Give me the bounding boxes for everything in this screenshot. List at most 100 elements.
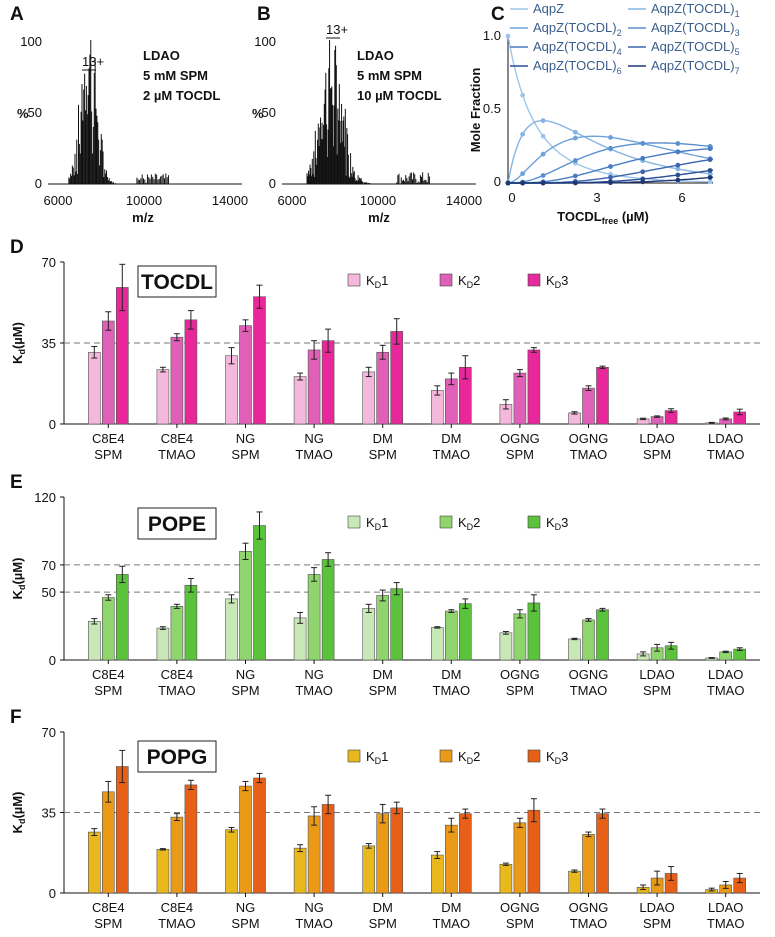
bar — [253, 777, 266, 894]
bar — [184, 319, 198, 425]
bar — [513, 822, 527, 894]
panel-b-xtick-6000: 6000 — [278, 193, 307, 208]
bar — [499, 863, 513, 894]
y-tick-label: 0 — [49, 886, 56, 901]
binding-point — [520, 180, 526, 186]
bar — [596, 366, 609, 425]
lipid-label: TOCDL — [141, 271, 213, 294]
bar — [88, 831, 101, 894]
y-tick-label: 0 — [49, 417, 56, 432]
bar — [596, 609, 609, 661]
category-label: OGNG — [500, 431, 540, 446]
y-tick-label: 70 — [42, 255, 56, 270]
category-sublabel: SPM — [94, 916, 122, 931]
binding-point — [707, 179, 713, 185]
bar — [225, 355, 238, 425]
bar — [307, 574, 321, 661]
panel-c-xtick-6: 6 — [678, 190, 685, 205]
binding-point — [640, 155, 646, 161]
binding-point — [572, 129, 578, 135]
binding-point — [608, 164, 613, 169]
binding-point — [675, 149, 681, 155]
category-sublabel: SPM — [231, 683, 259, 698]
panel-b-ytick-100: 100 — [254, 34, 276, 49]
binding-point — [520, 92, 526, 98]
bar — [293, 376, 307, 425]
category-label: DM — [373, 667, 393, 682]
panel-a-ytick-50: 50 — [28, 105, 42, 120]
legend-entry: KD1 — [366, 749, 388, 766]
bar — [499, 632, 513, 661]
bar — [225, 829, 238, 894]
bar — [444, 610, 458, 661]
bar — [430, 627, 444, 661]
bar — [116, 574, 129, 661]
bar — [582, 619, 595, 661]
category-sublabel: TMAO — [158, 916, 196, 931]
y-axis-label: Kd(µM) — [10, 558, 27, 600]
bar — [170, 336, 184, 425]
category-sublabel: SPM — [643, 447, 671, 462]
panel-c-xlabel: TOCDLfree (µM) — [557, 209, 649, 226]
bar — [568, 412, 581, 425]
binding-point — [608, 180, 613, 186]
category-label: C8E4 — [92, 431, 125, 446]
lipid-label: POPE — [148, 513, 206, 536]
panel-c-label: C — [491, 4, 505, 25]
panel-a-detergent: LDAO — [143, 48, 180, 63]
bar — [321, 804, 335, 894]
bar — [444, 824, 458, 894]
bar — [184, 584, 198, 661]
legend-swatch — [347, 749, 361, 763]
bar — [513, 613, 527, 661]
category-sublabel: SPM — [506, 916, 534, 931]
panel-a-xlabel: m/z — [132, 210, 154, 225]
legend-entry: AqpZ(TOCDL)5 — [651, 39, 740, 57]
bar — [582, 387, 595, 425]
category-label: LDAO — [708, 431, 743, 446]
panel-b-detergent: LDAO — [357, 48, 394, 63]
y-tick-label: 70 — [42, 558, 56, 573]
category-sublabel: TMAO — [570, 683, 608, 698]
lipid-box — [137, 507, 217, 540]
legend-swatch — [347, 515, 361, 529]
bar — [430, 854, 444, 894]
category-label: OGNG — [569, 667, 609, 682]
bar — [376, 351, 390, 425]
category-label: DM — [373, 431, 393, 446]
category-label: NG — [304, 900, 324, 915]
category-sublabel: TMAO — [295, 447, 333, 462]
bar — [156, 369, 170, 425]
legend-entry: AqpZ(TOCDL)1 — [651, 1, 740, 19]
category-label: OGNG — [500, 667, 540, 682]
bar — [102, 597, 115, 661]
binding-point — [520, 171, 526, 177]
bar — [253, 296, 266, 425]
y-tick-label: 70 — [42, 725, 56, 740]
panel-a-xtick-14000: 14000 — [212, 193, 248, 208]
panel-b-ytick-50: 50 — [262, 105, 276, 120]
binding-point — [707, 175, 713, 180]
legend-entry: AqpZ(TOCDL)7 — [651, 58, 740, 76]
category-sublabel: TMAO — [158, 447, 196, 462]
bar — [170, 606, 184, 661]
legend-entry: AqpZ(TOCDL)4 — [533, 39, 622, 57]
category-sublabel: TMAO — [707, 916, 745, 931]
panel-c-ytick-0: 0 — [494, 174, 501, 189]
panel-b-xlabel: m/z — [368, 210, 390, 225]
category-label: LDAO — [708, 900, 743, 915]
category-label: NG — [236, 667, 256, 682]
binding-point — [608, 174, 613, 180]
binding-point — [707, 157, 713, 163]
panel-b-spectrum — [306, 37, 430, 184]
panel-a-ytick-100: 100 — [20, 34, 42, 49]
legend-entry: KD3 — [546, 749, 568, 766]
category-label: NG — [304, 431, 324, 446]
legend-entry: KD3 — [546, 515, 568, 532]
panel-a-lipid: 2 µM TOCDL — [143, 88, 220, 103]
bar — [719, 651, 733, 661]
category-label: DM — [373, 900, 393, 915]
panel-b: B % 100 50 0 6000 10000 14000 m/z 13+ LD… — [252, 4, 482, 225]
binding-point — [640, 141, 646, 146]
